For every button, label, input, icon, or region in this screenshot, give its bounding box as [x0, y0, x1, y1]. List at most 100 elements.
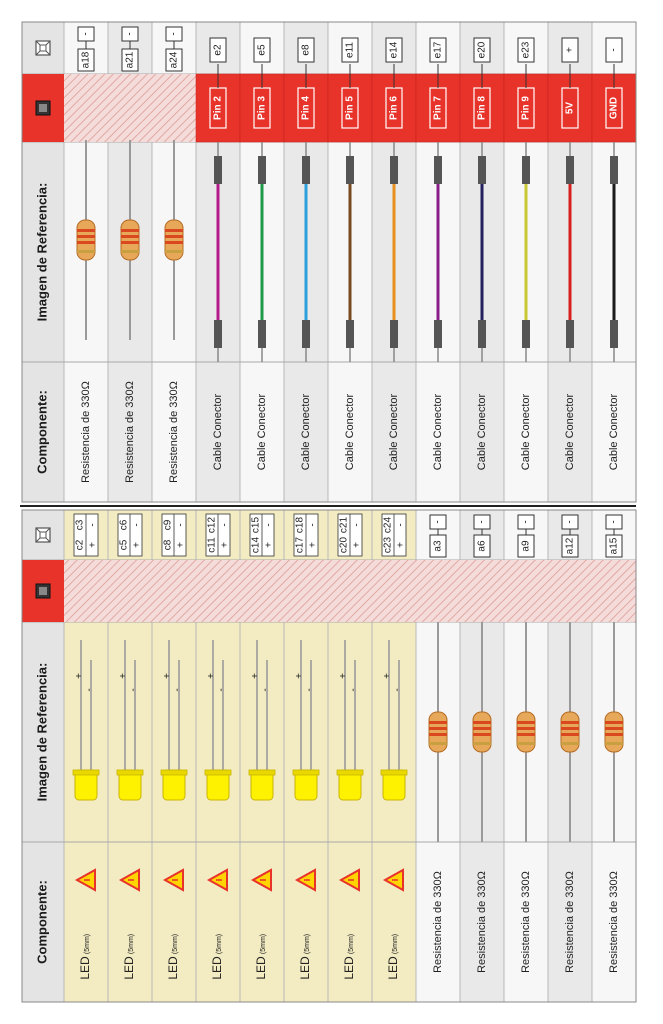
left-row-pin-hatch — [196, 560, 240, 622]
wire-connector — [566, 156, 574, 184]
left-row-hole-a: c20 — [339, 537, 350, 554]
led-minus-mark: - — [128, 688, 139, 691]
left-row: LED (5mm) + - c11 c12 + - — [196, 513, 240, 980]
right-row-hole-box — [341, 37, 359, 63]
led-minus-mark: - — [304, 688, 315, 691]
right-row-hole: e8 — [301, 44, 312, 56]
right-row-hole-box — [297, 37, 315, 63]
left-row-hole-b: c9 — [163, 519, 174, 530]
resistor-body — [164, 219, 184, 261]
wire-connector — [434, 156, 442, 184]
led-minus-mark: - — [216, 688, 227, 691]
left-row-hole-b: - — [521, 520, 532, 523]
left-row-polarity-plus: + — [176, 542, 187, 548]
right-row-hole-b-box — [121, 26, 139, 42]
left-row-hole-b-box — [605, 514, 623, 530]
wire-connector — [522, 156, 530, 184]
left-row-hole-a-box — [561, 534, 579, 558]
right-row-component: Resistencia de 330Ω — [124, 381, 136, 483]
right-row-pin: Pin 3 — [257, 96, 268, 120]
left-row-pin-hatch — [152, 560, 196, 622]
right-row-hole-box — [517, 37, 535, 63]
left-row-polarity-plus: + — [132, 542, 143, 548]
left-row-hole-b: c12 — [207, 517, 218, 534]
resistor-body — [472, 711, 492, 753]
right-header-component: Componente: — [34, 390, 49, 474]
right-row-hole: - — [609, 48, 620, 51]
left-row-size: (5mm) — [216, 934, 223, 954]
wire-connector — [522, 320, 530, 348]
right-row: Cable Conector Pin 5 e11 — [327, 37, 373, 470]
resistor-band — [121, 229, 139, 232]
resistor-band — [561, 721, 579, 724]
left-row: Resistencia de 330Ω a15 - — [592, 514, 636, 973]
right-row-hole-box — [561, 37, 579, 63]
breadboard-hole-icon-inner — [39, 531, 47, 539]
left-row-size: (5mm) — [304, 934, 311, 954]
left-row-component: Resistencia de 330Ω — [608, 871, 620, 973]
left-row: LED (5mm) + - c17 c18 + - — [284, 513, 328, 980]
resistor-band — [517, 721, 535, 724]
left-row-hole-a-box — [473, 534, 491, 558]
wire-connector — [610, 320, 618, 348]
left-row-component: LED — [386, 956, 400, 980]
left-row: Resistencia de 330Ω a9 - — [504, 514, 548, 973]
left-row-pin-hatch — [460, 560, 504, 622]
right-row-pin: Pin 4 — [301, 96, 312, 120]
right-table: Imagen de Referencia: Componente: Resisten… — [21, 21, 637, 503]
led-rim — [248, 769, 276, 776]
resistor-band — [605, 742, 623, 745]
left-row-component: LED — [78, 956, 92, 980]
right-row: Cable Conector GND - — [591, 37, 637, 470]
right-row-pin: 5V — [565, 102, 576, 115]
resistor-band — [165, 250, 183, 253]
left-row-hole-b: c21 — [339, 517, 350, 534]
left-row-size: (5mm) — [392, 934, 399, 954]
resistor-band — [473, 742, 491, 745]
left-row-component: Resistencia de 330Ω — [564, 871, 576, 973]
right-row-hole-box — [209, 37, 227, 63]
led-rim — [380, 769, 408, 776]
sheet-content: Imagen de Referencia: Componente: Resisten… — [20, 21, 637, 1003]
left-row-pin-hatch — [592, 560, 636, 622]
resistor-band — [429, 727, 447, 730]
left-row-hole-a-box — [429, 534, 447, 558]
right-row-hole-box — [253, 37, 271, 63]
left-row-component: Resistencia de 330Ω — [520, 871, 532, 973]
led-plus-mark: + — [382, 673, 393, 679]
left-row: Resistencia de 330Ω a3 - — [416, 514, 460, 973]
right-row-hole-a: a24 — [169, 51, 180, 68]
right-row: Resistencia de 330Ω a18 - — [64, 26, 108, 483]
wire-connector — [346, 320, 354, 348]
left-row-hole-a: a9 — [521, 540, 532, 552]
chip-icon-core — [39, 587, 47, 595]
resistor-band — [77, 235, 95, 238]
right-row-hole: e2 — [213, 44, 224, 56]
led-plus-mark: + — [206, 673, 217, 679]
right-row: Cable Conector Pin 8 e20 — [459, 37, 505, 470]
resistor-band — [77, 229, 95, 232]
left-header-reference: Imagen de Referencia: — [34, 663, 49, 802]
resistor-band — [77, 241, 95, 244]
resistor-band — [473, 727, 491, 730]
right-row-hole-b: - — [169, 32, 180, 35]
right-row-pin: Pin 7 — [433, 96, 444, 120]
left-row-component: LED — [210, 956, 224, 980]
left-row-component: LED — [254, 956, 268, 980]
left-row: Resistencia de 330Ω a12 - — [548, 514, 592, 973]
left-row-hole-a: c17 — [295, 537, 306, 554]
right-row-pin: GND — [609, 97, 620, 119]
led-rim — [160, 769, 188, 776]
left-row-polarity-minus: - — [176, 523, 187, 526]
left-row-hole-b: c3 — [75, 519, 86, 530]
right-row: Cable Conector 5V + — [547, 37, 593, 470]
left-table: Imagen de Referencia: Componente: LED (5mm)… — [21, 509, 637, 1003]
left-row: LED (5mm) + - c5 c6 + - — [108, 513, 152, 980]
left-row-component: LED — [298, 956, 312, 980]
left-row-hole-a: c8 — [163, 539, 174, 550]
right-row-pin: Pin 9 — [521, 96, 532, 120]
left-row-pin-hatch — [328, 560, 372, 622]
right-row: Cable Conector Pin 3 e5 — [239, 37, 285, 470]
led-rim — [116, 769, 144, 776]
left-row-pin-hatch — [372, 560, 416, 622]
